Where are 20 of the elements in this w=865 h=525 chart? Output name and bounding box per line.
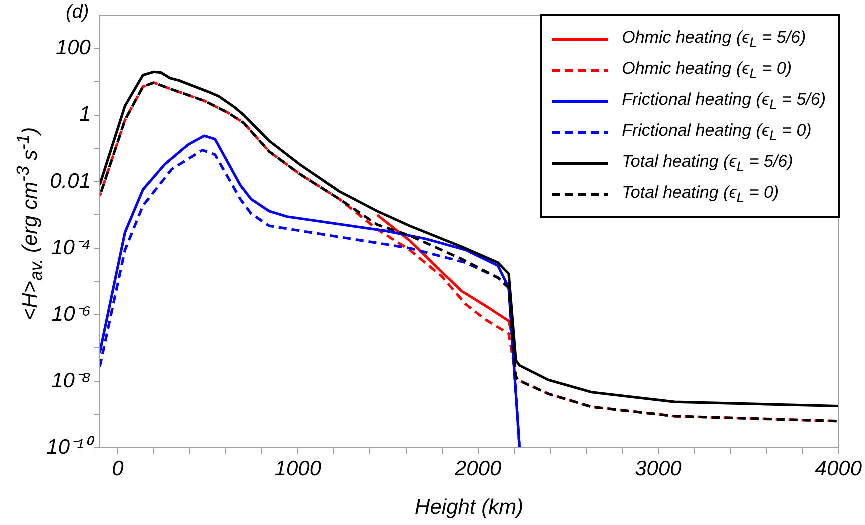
x-tick-label: 0	[112, 457, 124, 480]
y-tick-label: 10⁻⁴	[52, 236, 91, 260]
y-tick-label: 10⁻¹⁰	[46, 436, 95, 459]
legend-label: Frictional heating (ϵ$_{L}$ = 5/6)	[622, 90, 826, 114]
x-tick-label: 1000	[274, 457, 322, 480]
legend-label: Ohmic heating (ϵ$_{L}$ = 0)	[622, 58, 792, 82]
x-tick-label: 3000	[635, 457, 682, 480]
x-axis-title: Height (km)	[415, 496, 524, 520]
y-tick-label: 10⁻⁸	[52, 369, 91, 392]
y-tick-label: 100	[56, 36, 92, 60]
y-tick-label: 0.01	[50, 170, 91, 193]
legend-label: Frictional heating (ϵ$_{L}$ = 0)	[622, 120, 812, 144]
x-tick-label: 2000	[454, 457, 502, 480]
legend-label: Ohmic heating (ϵ$_{L}$ = 5/6)	[622, 28, 806, 52]
y-tick-label: 1	[79, 103, 91, 126]
chart-title: (d)	[66, 2, 90, 24]
x-tick-label: 4000	[815, 457, 862, 480]
legend-label: Total heating (ϵ$_{L}$ = 0)	[622, 182, 780, 206]
legend-label: Total heating (ϵ$_{L}$ = 5/6)	[622, 152, 794, 176]
y-tick-label: 10⁻⁶	[52, 302, 92, 326]
